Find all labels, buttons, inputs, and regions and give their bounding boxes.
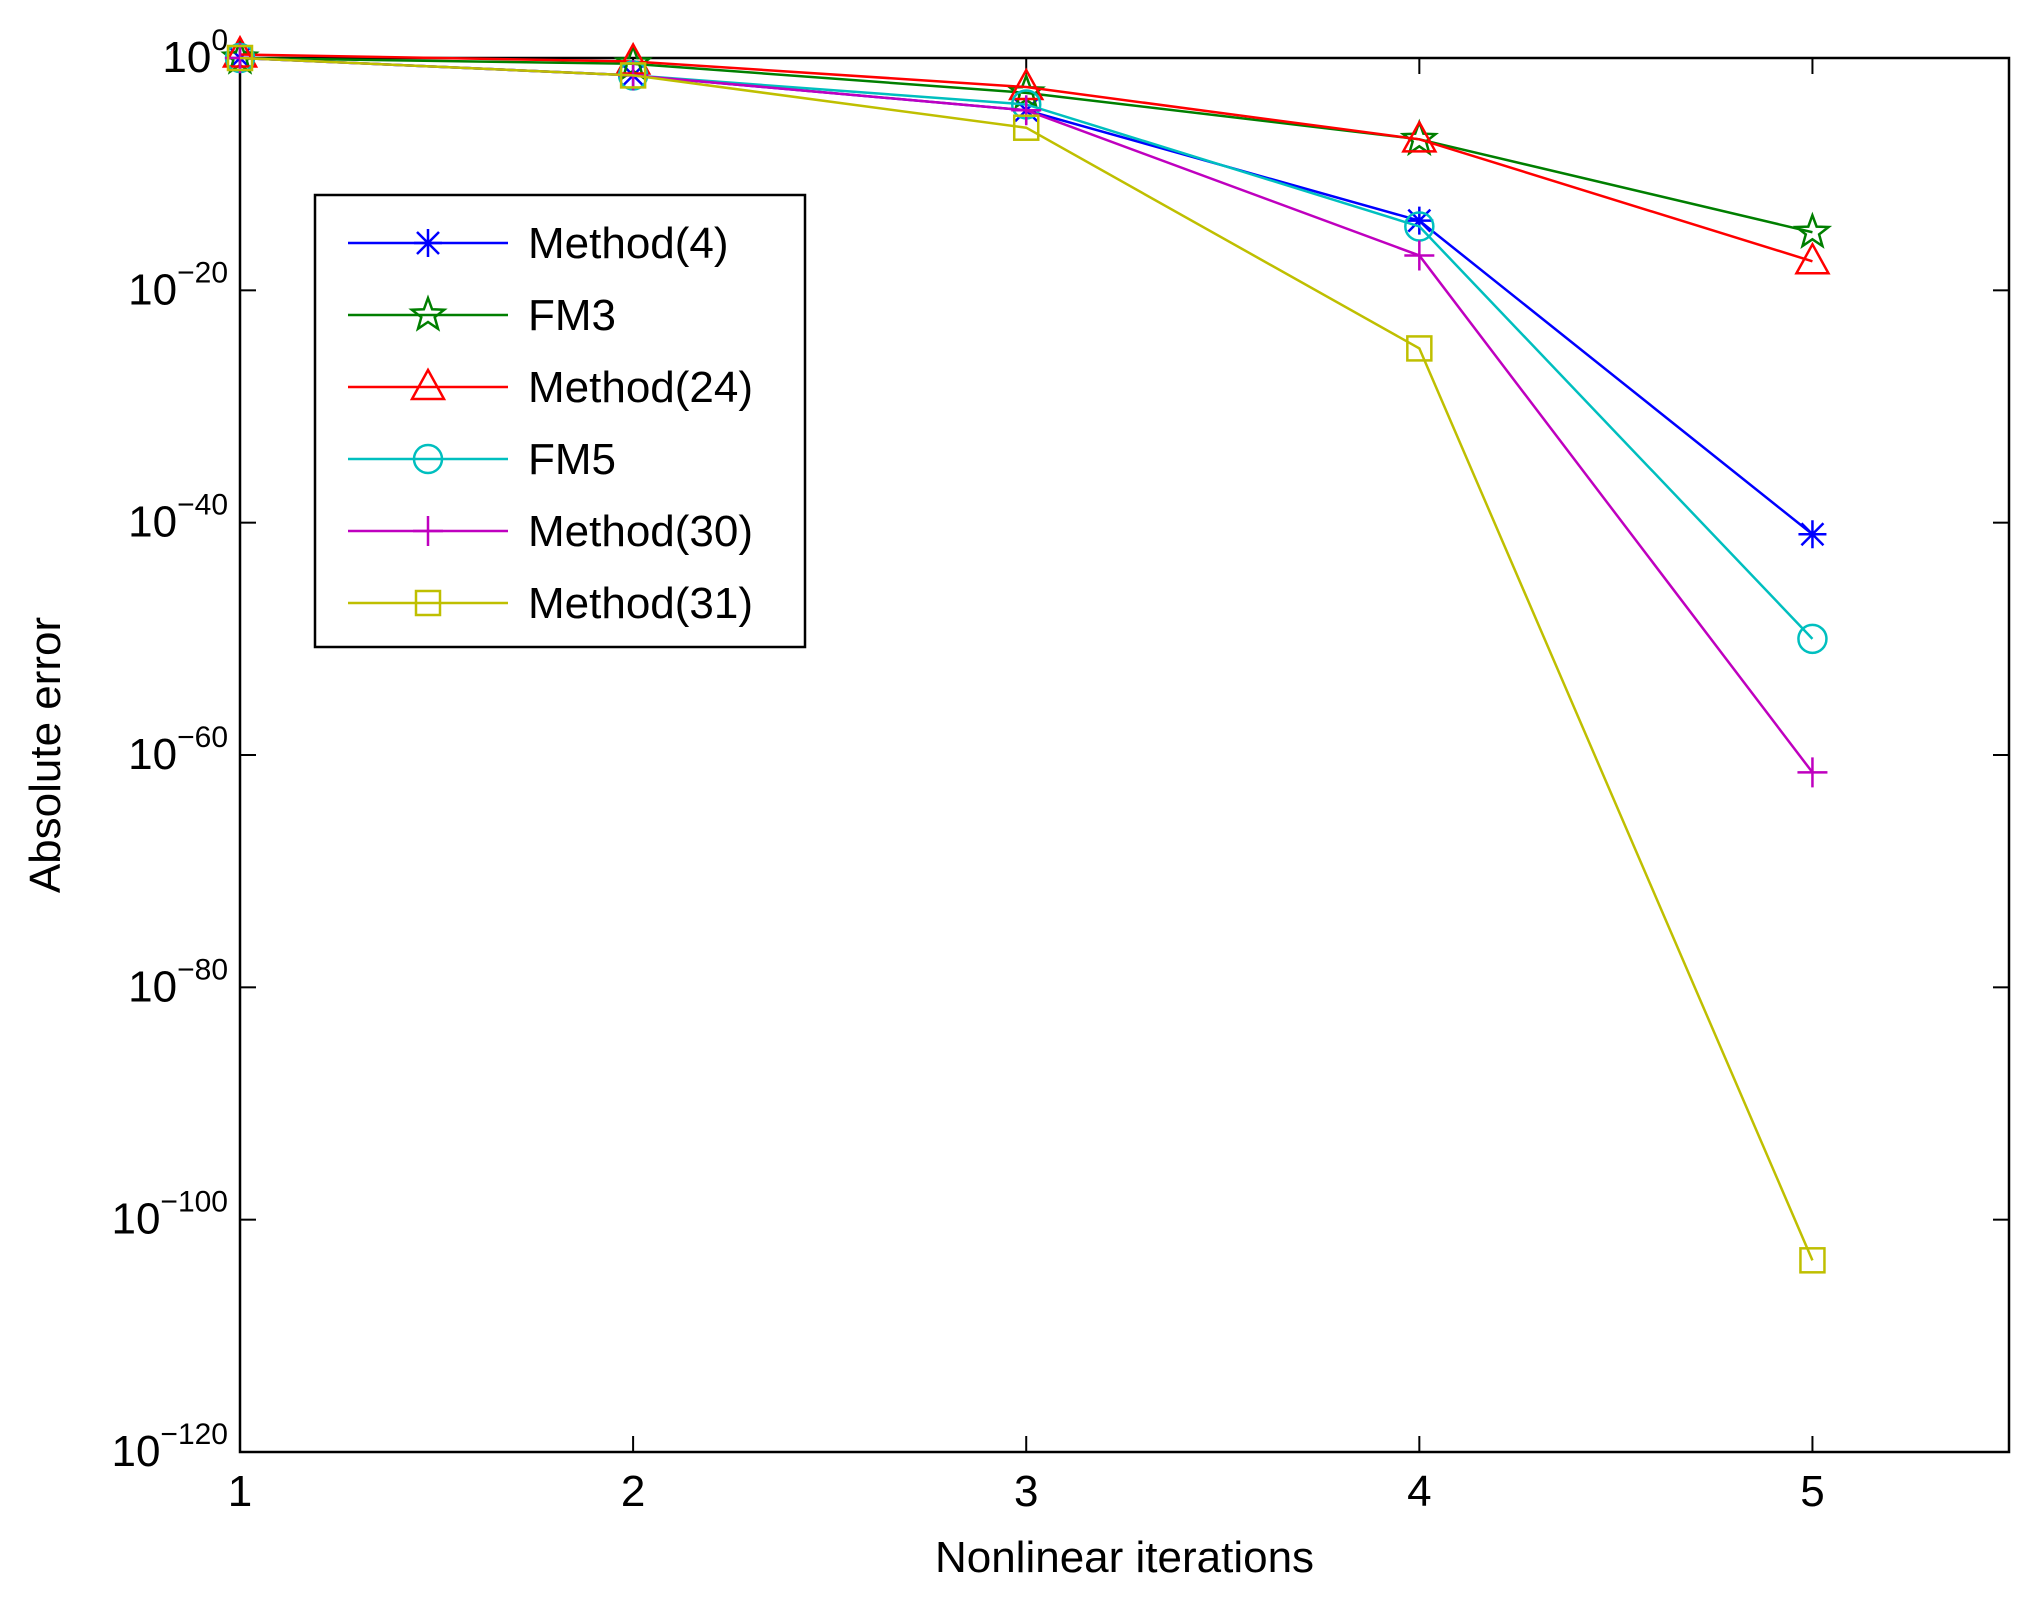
y-tick-label: 100 [162, 24, 228, 82]
y-tick-exponent: −80 [177, 953, 228, 986]
legend-swatch-marker [409, 367, 447, 401]
series-line [239, 56, 1814, 1261]
legend-label: FM5 [528, 435, 616, 484]
data-point [1798, 520, 1827, 549]
data-point [1406, 335, 1433, 362]
x-tick-label: 4 [1407, 1467, 1431, 1516]
data-point [1011, 95, 1042, 126]
legend-item: Method(4) [348, 219, 729, 268]
legend-swatch-marker [412, 443, 444, 475]
legend-label: Method(24) [528, 363, 753, 412]
data-point [1399, 118, 1439, 157]
y-tick-base: 10 [128, 730, 177, 779]
y-tick-label: 10−120 [111, 1418, 228, 1476]
data-point [1404, 240, 1435, 271]
series-layer [220, 34, 1833, 1274]
series-line [239, 56, 1813, 234]
legend-label: Method(30) [528, 507, 753, 556]
y-tick-exponent: −60 [177, 721, 228, 754]
series-line [239, 53, 1813, 263]
x-tick-label: 2 [621, 1467, 645, 1516]
data-point [1401, 119, 1438, 153]
legend-swatch-marker [408, 294, 448, 332]
data-point [1794, 241, 1831, 275]
data-point [226, 44, 254, 72]
y-tick-exponent: −40 [177, 489, 228, 522]
data-point [1797, 623, 1828, 655]
y-tick-exponent: 0 [211, 24, 228, 57]
legend-item: Method(24) [348, 363, 753, 412]
legend-item: Method(31) [348, 579, 753, 628]
y-tick-exponent: −20 [177, 256, 228, 289]
x-tick-label: 3 [1014, 1467, 1038, 1516]
y-tick-base: 10 [128, 962, 177, 1011]
y-tick-exponent: −120 [160, 1418, 228, 1451]
y-tick-label: 10−20 [128, 256, 228, 314]
legend: Method(4) FM3 Method(24) FM5 Method(30) Metho… [313, 193, 807, 649]
data-point [1404, 211, 1435, 242]
y-axis-label: Absolute error [21, 617, 70, 893]
y-tick-base: 10 [162, 33, 211, 82]
legend-swatch-marker [414, 589, 442, 617]
y-tick-exponent: −100 [160, 1186, 228, 1219]
data-point [1012, 114, 1040, 141]
legend-item: FM5 [348, 435, 616, 484]
legend-label: Method(31) [528, 579, 753, 628]
y-tick-label: 10−40 [128, 489, 228, 547]
legend-label: Method(4) [528, 219, 729, 268]
legend-item: Method(30) [348, 507, 753, 556]
y-tick-base: 10 [128, 265, 177, 314]
data-point [1797, 757, 1828, 788]
series-method-31 [226, 44, 1826, 1274]
y-tick-label: 10−60 [128, 721, 228, 779]
y-tick-base: 10 [111, 1427, 160, 1476]
x-axis-ticks: 1 2 3 4 5 [228, 58, 1825, 1516]
data-point [1799, 1247, 1826, 1274]
data-point [1792, 211, 1833, 249]
x-tick-label: 1 [228, 1467, 252, 1516]
data-point [1405, 206, 1434, 235]
legend-box [313, 193, 807, 649]
x-tick-label: 5 [1800, 1467, 1824, 1516]
y-tick-base: 10 [128, 498, 177, 547]
y-tick-label: 10−80 [128, 953, 228, 1011]
legend-swatch-marker [414, 229, 442, 257]
legend-swatch-marker [413, 516, 443, 546]
y-tick-label: 10−100 [111, 1186, 228, 1244]
legend-item: FM3 [348, 291, 616, 340]
x-axis-label: Nonlinear iterations [935, 1533, 1314, 1582]
data-point [619, 62, 647, 89]
y-tick-base: 10 [111, 1195, 160, 1244]
legend-label: FM3 [528, 291, 616, 340]
